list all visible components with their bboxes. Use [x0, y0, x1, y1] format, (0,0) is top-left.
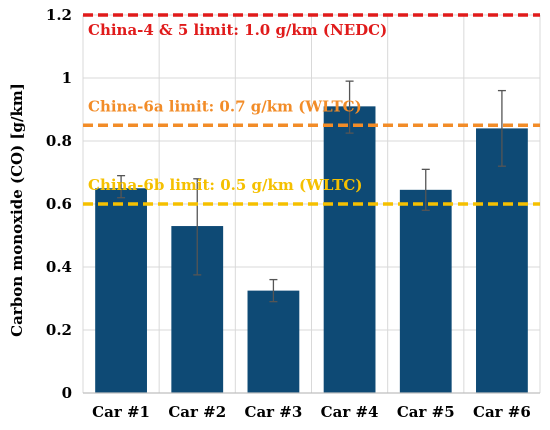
- y-tick-label: 1.2: [46, 6, 72, 24]
- y-tick-label: 0.2: [46, 321, 72, 339]
- bar-3: [247, 290, 300, 393]
- reference-label-3: China-6b limit: 0.5 g/km (WLTC): [88, 176, 362, 194]
- y-tick-label: 0.6: [46, 195, 72, 213]
- x-tick-label: Car #3: [245, 403, 303, 421]
- y-tick-label: 0.4: [46, 258, 72, 276]
- x-tick-label: Car #4: [321, 403, 379, 421]
- bars: [95, 106, 528, 393]
- y-tick-label: 1: [62, 69, 72, 87]
- reference-label-1: China-4 & 5 limit: 1.0 g/km (NEDC): [88, 21, 387, 39]
- x-tick-label: Car #1: [92, 403, 150, 421]
- y-tick-labels: 0 0.2 0.4 0.6 0.8 1 1.2: [46, 6, 72, 402]
- x-tick-labels: Car #1 Car #2 Car #3 Car #4 Car #5 Car #6: [92, 403, 531, 421]
- y-tick-label: 0.8: [46, 132, 72, 150]
- x-tick-label: Car #5: [397, 403, 455, 421]
- x-tick-label: Car #6: [473, 403, 531, 421]
- y-tick-label: 0: [62, 384, 72, 402]
- x-tick-label: Car #2: [168, 403, 226, 421]
- bar-4: [323, 106, 376, 393]
- bar-1: [95, 188, 147, 393]
- reference-lines: China-4 & 5 limit: 1.0 g/km (NEDC) China-…: [83, 13, 540, 206]
- reference-label-2: China-6a limit: 0.7 g/km (WLTC): [88, 97, 362, 115]
- bar-6: [476, 128, 528, 393]
- y-axis-title: Carbon monoxide (CO) [g/km]: [8, 83, 26, 337]
- bar-5: [399, 189, 452, 393]
- error-bars: [117, 80, 506, 303]
